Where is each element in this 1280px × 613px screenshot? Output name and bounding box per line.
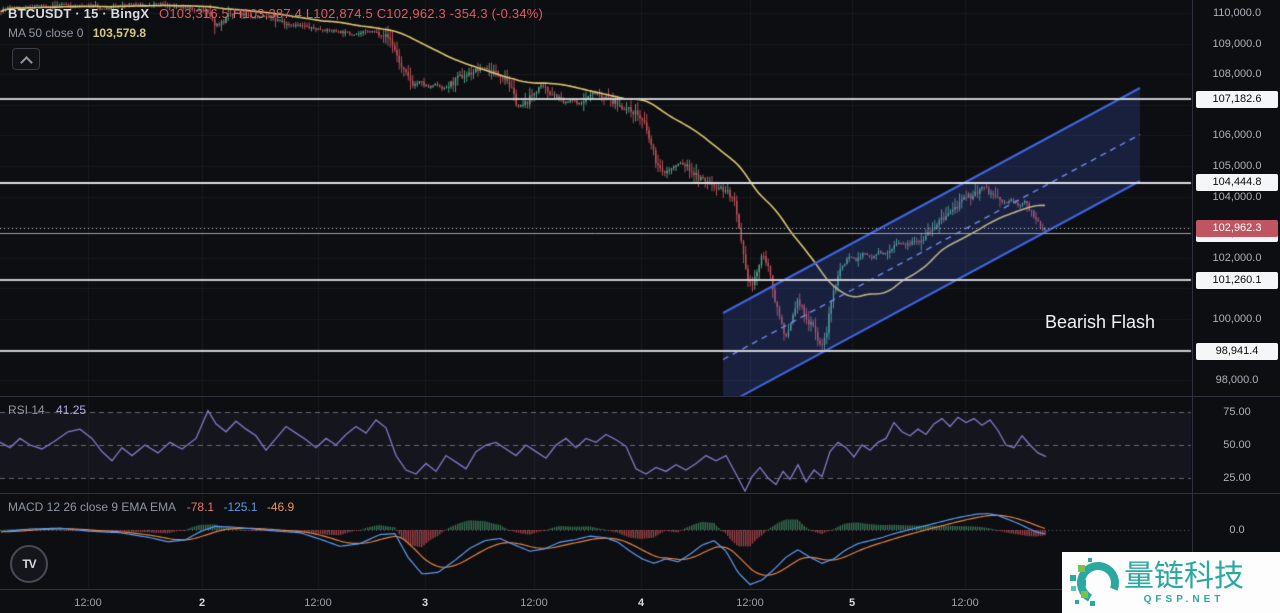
rsi-label: RSI 14 <box>8 403 45 417</box>
macd-line-value: -125.1 <box>223 500 258 514</box>
ohlc-values: O103,316.5 H103,387.4 L102,874.5 C102,96… <box>159 6 544 21</box>
pane-separator[interactable] <box>0 493 1280 494</box>
price-axis-border <box>1192 0 1193 589</box>
symbol-title[interactable]: BTCUSDT · 15 · BingX <box>8 6 150 21</box>
rsi-legend[interactable]: RSI 14 41.25 <box>8 403 86 417</box>
macd-hist-value: -78.1 <box>186 500 215 514</box>
macd-legend[interactable]: MACD 12 26 close 9 EMA EMA -78.1 -125.1 … <box>8 500 294 514</box>
watermark: 量链科技 QFSP.NET <box>1062 552 1280 613</box>
symbol-legend[interactable]: BTCUSDT · 15 · BingX O103,316.5 H103,387… <box>8 6 543 21</box>
watermark-title: 量链科技 <box>1124 559 1244 593</box>
chevron-up-icon <box>22 55 30 63</box>
ma-label: MA 50 close 0 <box>8 26 84 40</box>
macd-label: MACD 12 26 close 9 EMA EMA <box>8 500 176 514</box>
ma-value: 103,579.8 <box>92 26 147 40</box>
watermark-logo-icon <box>1070 557 1119 606</box>
macd-signal-value: -46.9 <box>266 500 295 514</box>
watermark-subtitle: QFSP.NET <box>1143 593 1225 605</box>
ma-legend[interactable]: MA 50 close 0 103,579.8 <box>8 26 146 40</box>
time-axis-border <box>0 589 1280 590</box>
bearish-flash-annotation[interactable]: Bearish Flash <box>1045 312 1156 332</box>
tradingview-logo[interactable]: TV <box>10 545 48 583</box>
collapse-legend-button[interactable] <box>12 48 40 70</box>
rsi-value: 41.25 <box>56 403 87 417</box>
pane-separator[interactable] <box>0 396 1280 397</box>
tradingview-logo-icon: TV <box>22 557 36 571</box>
